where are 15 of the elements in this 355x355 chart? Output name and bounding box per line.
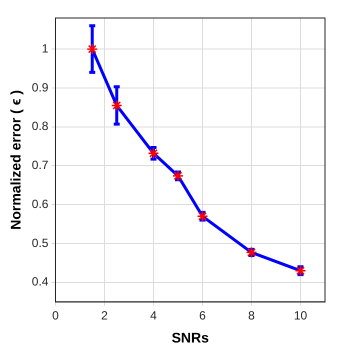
y-tick-label: 0.6 (32, 196, 49, 211)
x-tick-label: 10 (294, 308, 308, 322)
x-tick-label: 2 (101, 308, 108, 322)
x-tick-label: 0 (52, 308, 60, 322)
x-tick-label: 6 (199, 308, 206, 322)
x-axis-title: SNRs (172, 329, 210, 346)
y-tick-label: 0.9 (32, 80, 49, 94)
y-tick-label: 0.4 (32, 274, 49, 289)
y-tick-label: 1 (42, 41, 49, 56)
x-tick-label: 8 (248, 308, 256, 322)
y-tick-label: 0.7 (32, 158, 49, 172)
x-tick-label: 4 (150, 308, 158, 322)
y-tick-label: 0.8 (32, 119, 49, 134)
y-axis-title: Normalized error ( ϵ ) (7, 90, 24, 230)
y-tick-label: 0.5 (32, 236, 49, 250)
